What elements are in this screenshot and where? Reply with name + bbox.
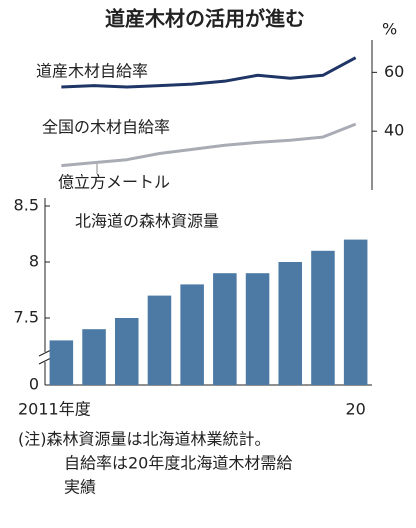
y-tick-label: 60 xyxy=(384,62,404,81)
series-label: 道産木材自給率 xyxy=(36,62,148,81)
bar xyxy=(278,262,303,385)
y-tick-label: 8.5 xyxy=(14,196,39,215)
bar xyxy=(180,284,204,385)
bar xyxy=(114,318,139,385)
note: (注)森林資源量は北海道林業統計。 xyxy=(18,430,271,449)
y-tick-label: 40 xyxy=(384,121,404,140)
series-label: 全国の木材自給率 xyxy=(42,118,170,137)
bar xyxy=(49,340,74,385)
y-tick-label: 0 xyxy=(29,375,39,394)
line xyxy=(61,56,357,89)
chart-title: 道産木材の活用が進む xyxy=(105,7,305,31)
line xyxy=(61,122,357,168)
bar xyxy=(245,273,270,385)
y-unit: % xyxy=(382,20,397,39)
chart-subtitle: 北海道の森林資源量 xyxy=(75,212,219,231)
bar xyxy=(147,295,172,385)
bar xyxy=(311,250,335,385)
y-tick-label: 7.5 xyxy=(14,308,39,327)
axis-break xyxy=(38,349,52,365)
x-tick-label: 2011年度 xyxy=(18,400,91,419)
bar xyxy=(82,329,106,385)
bar xyxy=(343,239,368,385)
bar xyxy=(213,273,237,385)
note: 自給率は20年度北海道木材需給 xyxy=(64,454,292,473)
y-unit: 億立方メートル xyxy=(58,173,170,192)
note: 実績 xyxy=(64,478,96,497)
y-tick-label: 8 xyxy=(29,252,39,271)
x-tick-label: 20 xyxy=(345,400,365,419)
axis-break xyxy=(39,352,51,362)
